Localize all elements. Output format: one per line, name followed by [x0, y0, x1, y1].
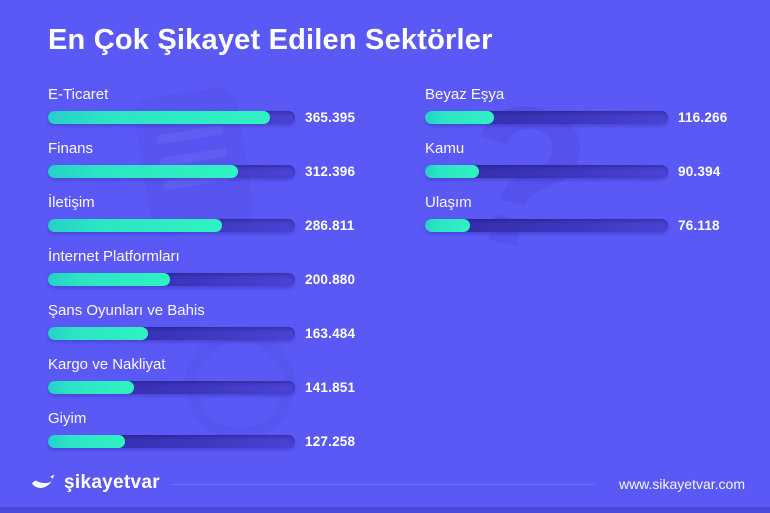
- bar-track: [425, 111, 668, 124]
- sector-row: Kamu 90.394: [425, 140, 727, 179]
- sector-label: Kamu: [425, 140, 465, 157]
- sector-value: 286.811: [305, 218, 355, 233]
- bottom-edge-strip: [0, 507, 770, 513]
- sector-value: 90.394: [678, 164, 721, 179]
- sector-row: Beyaz Eşya 116.266: [425, 86, 728, 125]
- sector-row: Giyim 127.258: [48, 410, 356, 449]
- bar-track: [48, 273, 295, 286]
- bar-track: [425, 165, 668, 178]
- bar-fill: [48, 273, 171, 286]
- chart-column-right: Beyaz Eşya 116.266 Kamu 90.394 Ulaşım 76.118: [425, 86, 727, 248]
- bar-fill: [48, 435, 126, 448]
- bar-fill: [48, 111, 271, 124]
- bar-track: [48, 111, 295, 124]
- bar-track: [48, 219, 295, 232]
- bar-fill: [48, 327, 148, 340]
- bar-track: [48, 165, 295, 178]
- sector-label: Ulaşım: [425, 194, 472, 211]
- brand-logo: şikayetvar: [30, 472, 160, 494]
- sector-value: 76.118: [678, 218, 720, 233]
- bar-fill: [425, 219, 471, 232]
- sector-label: E-Ticaret: [48, 86, 109, 103]
- chart-column-left: E-Ticaret 365.395 Finans 312.396 İletişim 286…: [48, 86, 355, 464]
- sector-row: Kargo ve Nakliyat 141.851: [48, 356, 356, 395]
- swoosh-icon: [30, 473, 57, 493]
- footer-divider: [172, 484, 595, 485]
- sector-label: Şans Oyunları ve Bahis: [48, 302, 205, 319]
- sector-label: İletişim: [48, 194, 95, 211]
- bar-track: [425, 219, 668, 232]
- sector-row: Finans 312.396: [48, 140, 356, 179]
- page-title: En Çok Şikayet Edilen Sektörler: [48, 24, 493, 56]
- sector-value: 200.880: [305, 272, 356, 287]
- bar-track: [48, 381, 295, 394]
- bar-fill: [48, 165, 238, 178]
- bar-fill: [48, 381, 135, 394]
- sector-value: 163.484: [305, 326, 356, 341]
- sector-label: Beyaz Eşya: [425, 86, 505, 103]
- brand-name: şikayetvar: [64, 472, 160, 493]
- sector-label: Kargo ve Nakliyat: [48, 356, 166, 373]
- sector-row: Ulaşım 76.118: [425, 194, 727, 233]
- sector-label: Giyim: [48, 410, 87, 427]
- bar-fill: [48, 219, 223, 232]
- sector-value: 312.396: [305, 164, 356, 179]
- sector-label: İnternet Platformları: [48, 248, 180, 265]
- bar-fill: [425, 111, 495, 124]
- sector-value: 365.395: [305, 110, 356, 125]
- sector-label: Finans: [48, 140, 94, 157]
- sector-value: 141.851: [305, 380, 356, 395]
- sector-row: İnternet Platformları 200.880: [48, 248, 356, 287]
- sector-row: Şans Oyunları ve Bahis 163.484: [48, 302, 356, 341]
- bar-track: [48, 327, 295, 340]
- sector-value: 116.266: [678, 110, 728, 125]
- sector-row: E-Ticaret 365.395: [48, 86, 356, 125]
- sector-row: İletişim 286.811: [48, 194, 355, 233]
- sector-value: 127.258: [305, 434, 356, 449]
- footer: şikayetvar www.sikayetvar.com: [0, 464, 770, 506]
- footer-url: www.sikayetvar.com: [618, 476, 745, 492]
- bar-fill: [425, 165, 480, 178]
- bar-track: [48, 435, 295, 448]
